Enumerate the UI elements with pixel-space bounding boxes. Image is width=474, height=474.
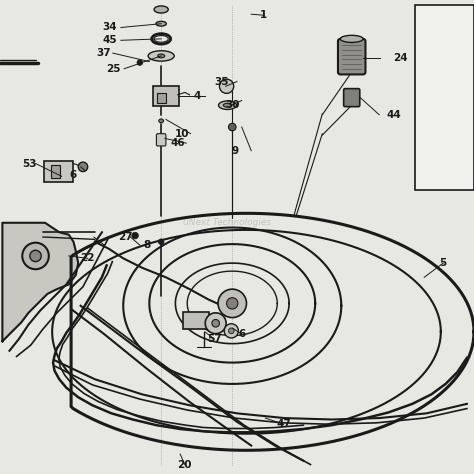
Text: 10: 10 bbox=[175, 128, 190, 139]
FancyBboxPatch shape bbox=[157, 93, 166, 103]
Circle shape bbox=[137, 60, 143, 65]
Circle shape bbox=[205, 313, 226, 334]
Text: 53: 53 bbox=[22, 158, 36, 169]
Text: 4: 4 bbox=[193, 91, 201, 101]
Circle shape bbox=[78, 162, 88, 172]
Circle shape bbox=[218, 289, 246, 318]
FancyBboxPatch shape bbox=[338, 39, 365, 74]
Text: 8: 8 bbox=[143, 240, 151, 250]
FancyBboxPatch shape bbox=[156, 134, 166, 146]
Text: 22: 22 bbox=[81, 253, 95, 264]
Text: 5: 5 bbox=[439, 258, 447, 268]
Text: 24: 24 bbox=[393, 53, 408, 63]
Ellipse shape bbox=[219, 101, 237, 109]
Circle shape bbox=[30, 250, 41, 262]
Ellipse shape bbox=[148, 51, 174, 61]
Text: 34: 34 bbox=[103, 22, 117, 33]
FancyBboxPatch shape bbox=[183, 312, 209, 329]
Ellipse shape bbox=[156, 21, 166, 26]
Text: 35: 35 bbox=[215, 76, 229, 87]
FancyBboxPatch shape bbox=[153, 86, 179, 106]
Circle shape bbox=[219, 79, 234, 93]
Text: 44: 44 bbox=[386, 109, 401, 120]
Polygon shape bbox=[2, 223, 78, 341]
Text: 45: 45 bbox=[103, 35, 117, 46]
Text: 27: 27 bbox=[118, 232, 133, 242]
Text: 47: 47 bbox=[276, 419, 291, 429]
Text: 37: 37 bbox=[96, 48, 110, 58]
Circle shape bbox=[228, 123, 236, 131]
Circle shape bbox=[228, 328, 234, 334]
Circle shape bbox=[132, 232, 138, 239]
Text: 57: 57 bbox=[207, 334, 221, 344]
Text: 30: 30 bbox=[225, 100, 239, 110]
Ellipse shape bbox=[223, 103, 232, 107]
Circle shape bbox=[22, 243, 49, 269]
Ellipse shape bbox=[220, 84, 233, 89]
FancyBboxPatch shape bbox=[44, 161, 73, 182]
FancyBboxPatch shape bbox=[51, 165, 60, 178]
Text: uNext Technologies: uNext Technologies bbox=[183, 219, 272, 227]
Text: 46: 46 bbox=[171, 138, 185, 148]
Ellipse shape bbox=[157, 54, 165, 58]
Ellipse shape bbox=[154, 6, 168, 13]
Text: 1: 1 bbox=[259, 10, 267, 20]
FancyBboxPatch shape bbox=[344, 89, 360, 107]
Ellipse shape bbox=[159, 119, 164, 123]
Text: 20: 20 bbox=[178, 459, 192, 470]
Text: 9: 9 bbox=[231, 146, 238, 156]
Bar bbox=[415, 5, 474, 190]
Text: 6: 6 bbox=[70, 170, 77, 181]
Circle shape bbox=[224, 324, 238, 338]
Text: 25: 25 bbox=[107, 64, 121, 74]
Ellipse shape bbox=[340, 36, 363, 43]
Circle shape bbox=[158, 239, 164, 245]
Text: 6: 6 bbox=[238, 329, 246, 339]
Circle shape bbox=[212, 319, 219, 327]
Circle shape bbox=[227, 298, 238, 309]
